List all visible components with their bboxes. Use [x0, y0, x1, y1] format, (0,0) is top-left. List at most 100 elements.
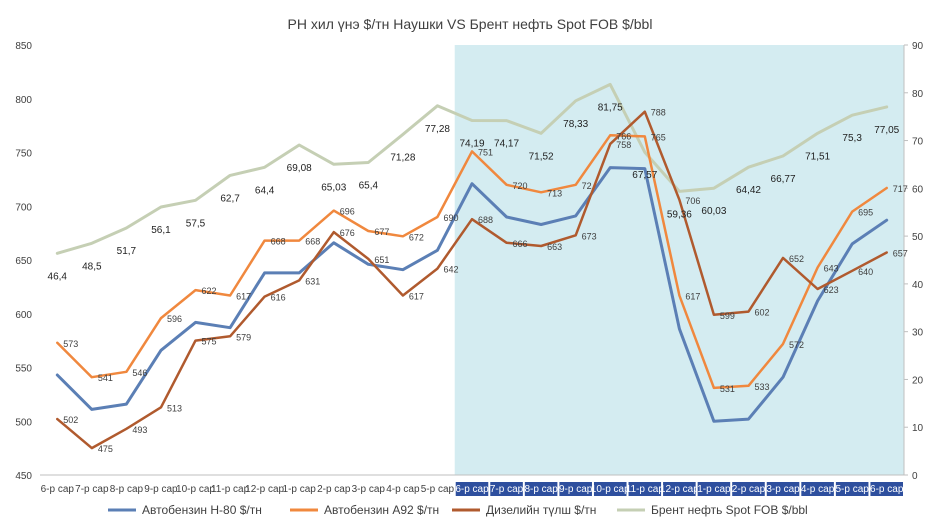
x-tick-label: 4-р сар [386, 484, 420, 495]
legend: Автобензин Н-80 $/тн Автобензин А92 $/тн Д… [108, 503, 808, 517]
y-right-tick-label: 50 [912, 232, 924, 243]
x-tick-highlight-bg [524, 482, 558, 496]
y-left-tick-label: 750 [15, 149, 32, 160]
data-label-series-3: 676 [340, 228, 355, 238]
y-left-tick-label: 800 [15, 95, 32, 106]
y-right-tick-label: 90 [912, 41, 924, 52]
data-label-series-2: 695 [858, 208, 873, 218]
x-tick-highlight-bg [663, 482, 696, 496]
legend-entry: Дизелийн түлш $/тн [486, 503, 596, 517]
data-label-series-3: 616 [271, 293, 286, 303]
data-label-series-3: 475 [98, 444, 113, 454]
data-label-series-4: 57,5 [186, 218, 206, 229]
series-line-2 [56, 134, 888, 390]
x-tick-label: 10-р сар [591, 484, 630, 495]
data-label-series-2: 546 [132, 368, 147, 378]
data-label-series-3: 631 [305, 276, 320, 286]
data-label-series-2: 672 [409, 232, 424, 242]
data-label-series-3: 688 [478, 215, 493, 225]
data-label-series-3: 666 [513, 239, 528, 249]
x-tick-highlight-bg [593, 482, 627, 496]
data-label-series-2: 668 [305, 237, 320, 247]
data-label-series-3: 502 [63, 415, 78, 425]
x-tick-highlight-bg [870, 482, 903, 496]
data-label-series-3: 651 [374, 255, 389, 265]
x-tick-label: 6-р сар [870, 484, 904, 495]
x-tick-label: 5-р сар [835, 484, 869, 495]
data-label-series-3: 575 [202, 337, 217, 347]
data-label-series-2: 751 [478, 147, 493, 157]
data-label-series-4: 67,57 [632, 170, 657, 181]
x-tick-label: 1-р сар [697, 484, 731, 495]
series-line-1 [55, 166, 889, 423]
data-label-series-4: 66,77 [771, 174, 796, 185]
x-tick-label: 2-р сар [732, 484, 766, 495]
x-tick-label: 5-р сар [421, 484, 455, 495]
x-tick-label: 9-р сар [144, 484, 178, 495]
x-tick-label: 3-р сар [766, 484, 800, 495]
legend-entry: Автобензин Н-80 $/тн [142, 503, 262, 517]
x-tick-label: 2-р сар [317, 484, 351, 495]
y-left-tick-label: 700 [15, 202, 32, 213]
data-label-series-3: 673 [582, 231, 597, 241]
y-right-tick-label: 30 [912, 328, 924, 339]
data-label-series-2: 572 [789, 340, 804, 350]
data-label-series-4: 51,7 [117, 246, 137, 257]
data-label-series-4: 64,42 [736, 185, 761, 196]
data-label-series-4: 69,08 [287, 163, 312, 174]
data-label-series-3: 788 [651, 108, 666, 118]
data-label-series-3: 663 [547, 242, 562, 252]
x-tick-label: 1-р сар [283, 484, 317, 495]
data-label-series-4: 46,4 [48, 271, 68, 282]
data-label-series-4: 62,7 [220, 193, 240, 204]
data-label-series-4: 65,4 [359, 181, 379, 192]
data-label-series-3: 623 [824, 285, 839, 295]
highlight-region [454, 45, 904, 475]
data-label-series-3: 652 [789, 254, 804, 264]
series-line-4 [55, 82, 889, 255]
legend-entry: Автобензин А92 $/тн [324, 503, 439, 517]
x-tick-label: 12-р сар [660, 484, 699, 495]
y-left-tick-label: 600 [15, 310, 32, 321]
data-label-series-4: 77,05 [874, 125, 899, 136]
y-left-tick-label: 850 [15, 41, 32, 52]
data-label-series-4: 71,51 [805, 151, 830, 162]
data-label-series-4: 74,19 [459, 139, 484, 150]
data-label-series-4: 64,4 [255, 185, 275, 196]
x-tick-label: 12-р сар [245, 484, 284, 495]
data-label-series-2: 533 [754, 382, 769, 392]
x-tick-label: 9-р сар [559, 484, 593, 495]
data-label-series-3: 579 [236, 332, 251, 342]
x-tick-label: 6-р сар [41, 484, 75, 495]
y-left-tick-label: 500 [15, 417, 32, 428]
data-label-series-4: 71,28 [390, 152, 415, 163]
data-label-series-2: 668 [271, 237, 286, 247]
data-label-series-3: 493 [132, 425, 147, 435]
y-right-tick-label: 0 [912, 471, 918, 482]
y-right-tick-label: 70 [912, 137, 924, 148]
data-label-series-2: 541 [98, 373, 113, 383]
x-tick-highlight-bg [559, 482, 592, 496]
x-tick-label: 8-р сар [110, 484, 144, 495]
x-tick-label: 3-р сар [352, 484, 386, 495]
data-label-series-2: 72 [582, 181, 592, 191]
data-label-series-3: 642 [443, 265, 458, 275]
series-line-3 [56, 110, 888, 450]
legend-entry: Брент нефть Spot FOB $/bbl [651, 503, 808, 517]
data-label-series-4: 78,33 [563, 119, 588, 130]
data-label-series-2: 713 [547, 188, 562, 198]
data-label-series-3: 602 [754, 308, 769, 318]
data-label-series-2: 717 [893, 184, 908, 194]
data-label-series-3: 640 [858, 267, 873, 277]
x-tick-label: 4-р сар [801, 484, 835, 495]
data-label-series-4: 48,5 [82, 261, 102, 272]
chart-title: РН хил үнэ $/тн Наушки VS Брент нефть Sp… [288, 16, 653, 32]
data-label-series-4: 81,75 [598, 102, 623, 113]
x-tick-label: 11-р сар [211, 484, 250, 495]
data-label-series-4: 77,28 [425, 124, 450, 135]
y-right-tick-label: 60 [912, 184, 924, 195]
data-label-series-2: 765 [651, 132, 666, 142]
y-left-tick-label: 550 [15, 364, 32, 375]
x-tick-label: 6-р сар [455, 484, 489, 495]
